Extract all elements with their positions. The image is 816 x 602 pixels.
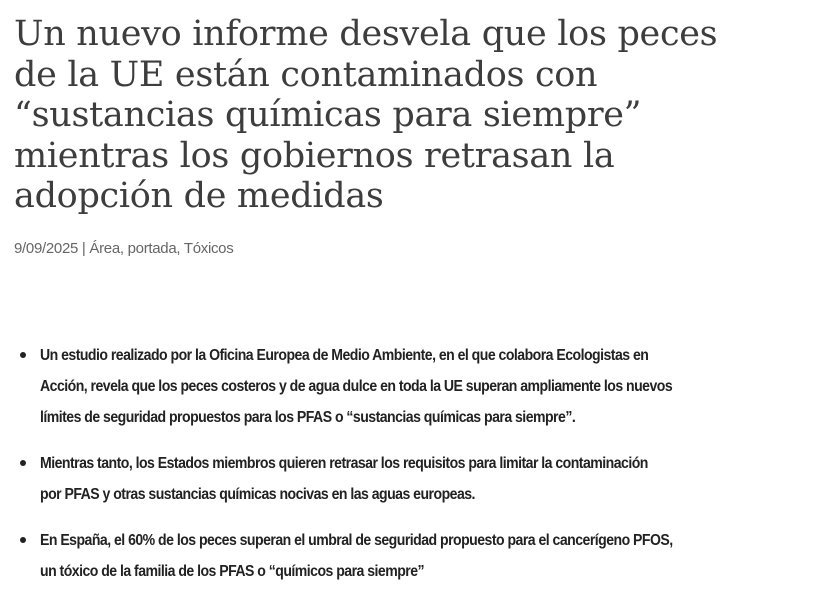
publish-date: 9/09/2025 — [14, 240, 79, 257]
title-line: “sustancias químicas para siempre” — [14, 95, 642, 135]
list-line: por PFAS y otras sustancias químicas noc… — [40, 486, 475, 503]
bullet-icon — [20, 352, 26, 358]
list-item: Mientras tanto, los Estados miembros qui… — [0, 448, 759, 510]
article-title: Un nuevo informe desvela que los peces d… — [14, 14, 718, 217]
list-line: límites de seguridad propuestos para los… — [40, 409, 576, 426]
title-line: adopción de medidas — [14, 176, 384, 216]
categories[interactable]: Área, portada, Tóxicos — [89, 240, 234, 257]
title-line: de la UE están contaminados con — [14, 54, 598, 95]
list-item: En España, el 60% de los peces superan e… — [0, 525, 759, 587]
list-line: Acción, revela que los peces costeros y … — [40, 378, 673, 395]
list-line: un tóxico de la familia de los PFAS o “q… — [40, 563, 425, 580]
list-line: Mientras tanto, los Estados miembros qui… — [40, 455, 648, 472]
article-meta: 9/09/2025 | Área, portada, Tóxicos — [14, 240, 234, 257]
bullet-icon — [20, 460, 26, 466]
list-line: En España, el 60% de los peces superan e… — [40, 532, 673, 549]
list-item: Un estudio realizado por la Oficina Euro… — [0, 340, 759, 433]
meta-separator: | — [81, 240, 86, 257]
list-line: Un estudio realizado por la Oficina Euro… — [40, 347, 649, 364]
bullet-icon — [20, 537, 26, 543]
summary-list: Un estudio realizado por la Oficina Euro… — [0, 340, 759, 602]
title-line: mientras los gobiernos retrasan la — [14, 135, 615, 176]
title-line: Un nuevo informe desvela que los peces — [14, 14, 718, 54]
